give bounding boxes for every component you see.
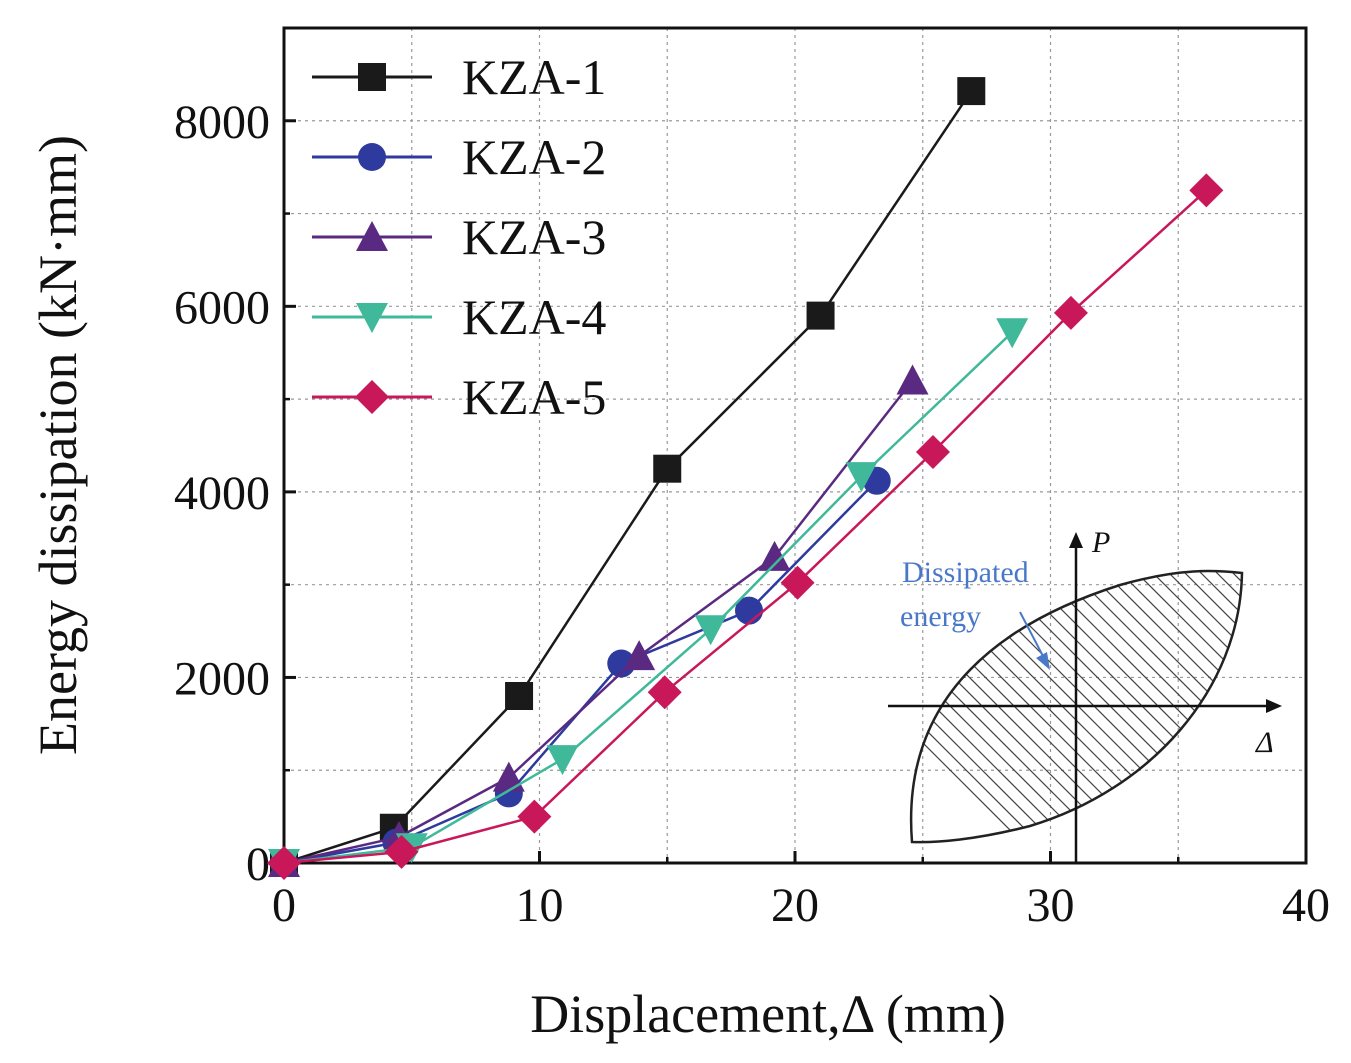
legend-item: KZA-5: [312, 369, 606, 425]
x-tick-label: 0: [272, 879, 296, 932]
legend-marker-icon: [356, 303, 388, 333]
data-point: [915, 434, 950, 469]
legend-label: KZA-1: [462, 49, 606, 105]
hatch-line: [1067, 570, 1242, 843]
data-point: [896, 364, 929, 395]
data-point: [546, 745, 579, 776]
x-axis-title: Displacement,Δ (mm): [530, 984, 1006, 1044]
x-tick-label: 30: [1027, 879, 1075, 932]
data-point: [1189, 173, 1224, 208]
series-kza-3: [268, 364, 929, 877]
legend-item: KZA-1: [312, 49, 606, 105]
hatch-line: [1131, 570, 1242, 843]
hatch-line: [1099, 570, 1242, 843]
inset-pointer-arrow-icon: [1036, 652, 1050, 670]
y-tick-label: 4000: [174, 467, 270, 520]
series-line: [283, 379, 914, 865]
data-point: [1053, 295, 1088, 330]
legend-marker-icon: [358, 63, 386, 91]
data-point: [384, 834, 419, 869]
y-tick-label: 6000: [174, 281, 270, 334]
series-kza-5: [267, 173, 1224, 880]
legend-label: KZA-5: [462, 369, 606, 425]
hatch-line: [1179, 570, 1242, 843]
data-point: [517, 799, 552, 834]
hatch-line: [987, 570, 1242, 843]
hatch-line: [1227, 570, 1242, 843]
x-tick-label: 10: [516, 879, 564, 932]
legend-label: KZA-4: [462, 289, 606, 345]
inset-note-line1: Dissipated: [902, 556, 1029, 589]
y-tick-label: 8000: [174, 96, 270, 149]
series-layer: [267, 77, 1224, 880]
hatch-line: [1292, 520, 1351, 870]
hatch-line: [1115, 570, 1242, 843]
x-tick-label: 40: [1282, 879, 1330, 932]
legend-marker-icon: [358, 143, 386, 171]
hysteresis-loop: [909, 569, 1244, 844]
inset-delta-arrow-icon: [1266, 699, 1282, 713]
legend-label: KZA-2: [462, 129, 606, 185]
y-tick-label: 2000: [174, 652, 270, 705]
legend-marker-icon: [356, 221, 388, 251]
legend-item: KZA-2: [312, 129, 606, 185]
grid-layer: [284, 28, 1306, 863]
inset-p-arrow-icon: [1069, 532, 1083, 548]
series-line: [283, 90, 973, 865]
series-line: [283, 331, 1014, 865]
data-point: [780, 565, 815, 600]
series-line: [283, 479, 878, 865]
data-point: [806, 301, 835, 330]
hatch-line: [1163, 570, 1242, 843]
hatch-line: [1340, 520, 1351, 870]
data-point: [623, 640, 656, 671]
legend-marker-icon: [355, 380, 389, 414]
series-line: [283, 189, 1208, 865]
hatch-line: [911, 570, 1083, 843]
legend-label: KZA-3: [462, 209, 606, 265]
legend: KZA-1 KZA-2 KZA-3 KZA-4 KZA-5: [312, 49, 606, 425]
inset-delta-label: Δ: [1255, 726, 1274, 759]
hatch-line: [911, 570, 1067, 843]
inset-p-label: P: [1091, 526, 1110, 559]
hatch-line: [1083, 570, 1242, 843]
x-tick-label: 20: [771, 879, 819, 932]
inset-note-line2: energy: [900, 600, 981, 633]
data-point: [845, 462, 878, 493]
legend-item: KZA-4: [312, 289, 606, 345]
hatch-line: [1308, 520, 1351, 870]
legend-item: KZA-3: [312, 209, 606, 265]
data-point: [957, 77, 986, 106]
data-point: [267, 846, 301, 880]
data-point: [758, 540, 791, 571]
tick-layer: 0 10 20 30 40 0 2000 4000 6000 8000: [174, 96, 1330, 932]
y-axis-title: Energy dissipation (kN·mm): [28, 135, 88, 755]
data-point: [505, 682, 534, 710]
data-point: [647, 675, 682, 710]
data-point: [996, 318, 1029, 349]
hatch-line: [1244, 520, 1351, 870]
inset-pointer-line: [1019, 611, 1045, 659]
data-point: [492, 761, 525, 792]
y-tick-label: 0: [246, 838, 270, 891]
data-point: [607, 649, 636, 678]
hatch-line: [1324, 520, 1351, 870]
hatch-line: [1147, 570, 1242, 843]
data-point: [694, 615, 727, 646]
data-point: [653, 454, 682, 483]
hatch-line: [911, 570, 1051, 843]
hatch-line: [1276, 520, 1351, 870]
